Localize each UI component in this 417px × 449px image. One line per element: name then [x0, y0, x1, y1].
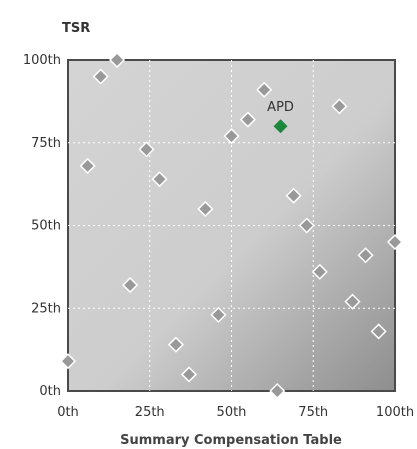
- data-point: [256, 81, 273, 98]
- x-axis-title: Summary Compensation Table: [120, 433, 342, 448]
- data-point: [344, 293, 361, 310]
- data-point: [370, 323, 387, 340]
- data-point: [239, 111, 256, 128]
- data-point: [180, 366, 198, 383]
- data-point: [167, 336, 184, 353]
- data-point: [386, 233, 404, 251]
- x-tick-label: 50th: [217, 405, 247, 420]
- data-point: [79, 157, 96, 174]
- y-tick-labels: 0th 25th 50th 75th 100th: [23, 53, 61, 399]
- data-point: [331, 98, 348, 115]
- data-points: [59, 51, 404, 400]
- data-point: [197, 200, 214, 218]
- data-point: [92, 68, 109, 85]
- data-point: [298, 217, 315, 234]
- data-point: [285, 187, 302, 204]
- x-tick-label: 0th: [57, 405, 79, 420]
- x-tick-labels: 0th 25th 50th 75th 100th: [57, 405, 414, 420]
- data-point: [311, 263, 328, 280]
- y-axis-title: TSR: [62, 21, 90, 36]
- data-point: [269, 382, 286, 400]
- y-tick-label: 75th: [31, 136, 61, 151]
- data-point: [138, 141, 155, 158]
- data-point: [210, 306, 227, 323]
- x-tick-label: 25th: [135, 405, 165, 420]
- highlight-point: [273, 119, 288, 134]
- x-tick-label: 75th: [298, 405, 328, 420]
- data-point: [151, 171, 168, 188]
- highlight-group: APD: [267, 100, 294, 134]
- data-point: [59, 353, 77, 370]
- data-point: [223, 128, 240, 145]
- y-tick-label: 50th: [31, 219, 61, 234]
- y-tick-label: 100th: [23, 53, 61, 68]
- data-point: [122, 277, 139, 294]
- y-tick-label: 25th: [31, 301, 61, 316]
- data-point: [357, 247, 374, 264]
- y-tick-label: 0th: [39, 384, 61, 399]
- data-point: [108, 51, 126, 69]
- highlight-label: APD: [267, 100, 294, 115]
- x-tick-label: 100th: [376, 405, 414, 420]
